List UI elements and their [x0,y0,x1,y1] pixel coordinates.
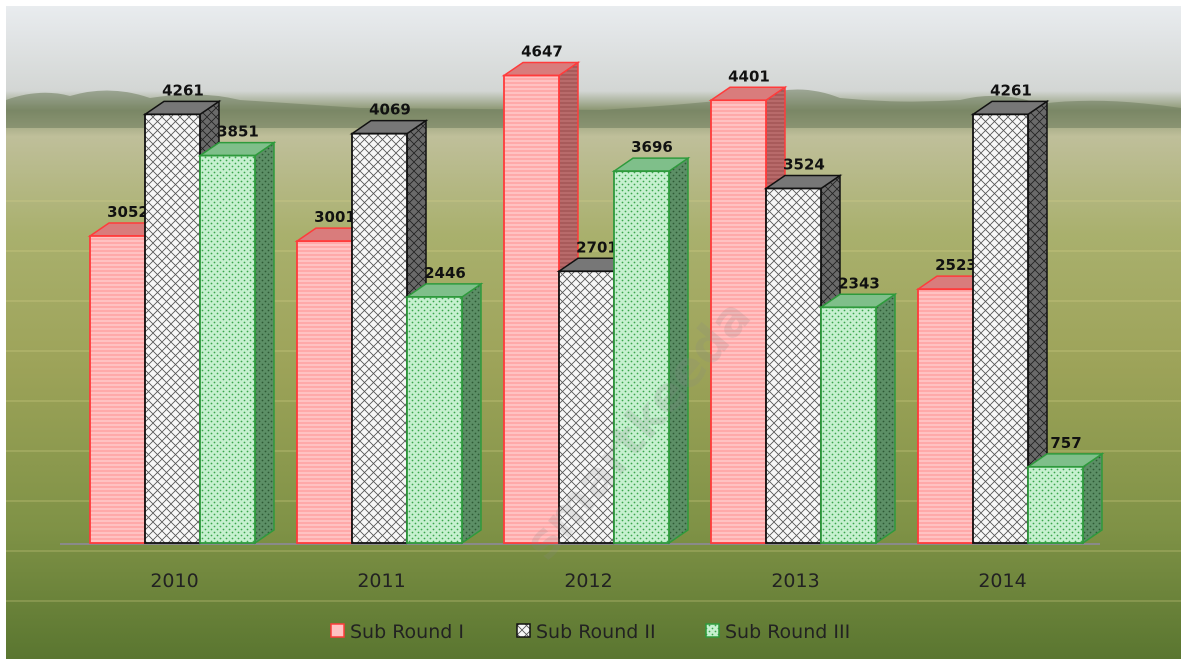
legend: Sub Round I Sub Round II Sub Round III [330,621,850,643]
x-tick-label-2011: 2011 [357,570,405,592]
data-label-2010-series-2: 4261 [162,81,204,99]
data-label-2013-series-1: 4401 [728,67,770,85]
legend-label-series-2: Sub Round II [536,621,656,643]
background-field-row [6,600,1181,602]
bar-2013-series-1 [710,99,767,544]
data-label-2011-series-2: 4069 [369,101,411,119]
data-label-2014-series-1: 2523 [935,256,977,274]
data-label-2012-series-2: 2701 [576,238,618,256]
data-label-2014-series-2: 4261 [990,81,1032,99]
background-tree-line [6,89,1181,128]
bar-2012-series-3 [613,170,670,544]
data-label-2012-series-1: 4647 [521,43,563,61]
x-tick-label-2013: 2013 [771,570,819,592]
data-label-2013-series-3: 2343 [838,274,880,292]
bar-2011-series-3 [406,296,463,544]
bar-2014-series-1 [917,288,974,544]
bar-group-2014: 2523 4261 757 [915,81,1105,545]
bar-2014-series-3 [1027,465,1084,544]
bar-group-2010: 3052 4261 3851 [87,81,277,545]
bar-group-2013: 4401 3524 2343 [708,67,898,545]
data-label-2010-series-1: 3052 [107,203,149,221]
legend-swatch-series-2 [516,623,531,638]
bar-group-2011: 3001 4069 2446 [294,101,484,545]
data-label-2010-series-3: 3851 [217,123,259,141]
bar-side-2011-series-3 [461,282,482,545]
bar-2011-series-2 [351,132,408,544]
data-label-2011-series-3: 2446 [424,264,466,282]
bar-group-2012: 4647 2701 3696 [501,43,691,545]
bar-side-2010-series-3 [254,141,275,545]
bar-2011-series-1 [296,240,353,544]
bar-side-2014-series-3 [1082,452,1103,545]
legend-swatch-series-1 [330,623,345,638]
bar-2014-series-2 [972,113,1029,544]
bar-2012-series-1 [503,74,560,544]
background-field-row [6,550,1181,552]
background-field-row [6,250,1181,252]
x-tick-label-2014: 2014 [978,570,1026,592]
bar-side-2013-series-3 [875,292,896,545]
background-field-row [6,200,1181,202]
bar-2010-series-3 [199,154,256,544]
bar-2010-series-2 [144,113,201,544]
bar-2013-series-2 [765,187,822,544]
x-tick-label-2010: 2010 [150,570,198,592]
bar-2013-series-3 [820,306,877,544]
legend-swatch-series-3 [705,623,720,638]
legend-label-series-1: Sub Round I [350,621,464,643]
data-label-2013-series-2: 3524 [783,155,825,173]
data-label-2014-series-3: 757 [1050,434,1081,452]
data-label-2011-series-1: 3001 [314,208,356,226]
data-label-2012-series-3: 3696 [631,138,673,156]
legend-label-series-3: Sub Round III [725,621,850,643]
x-tick-label-2012: 2012 [564,570,612,592]
bar-2010-series-1 [89,235,146,544]
